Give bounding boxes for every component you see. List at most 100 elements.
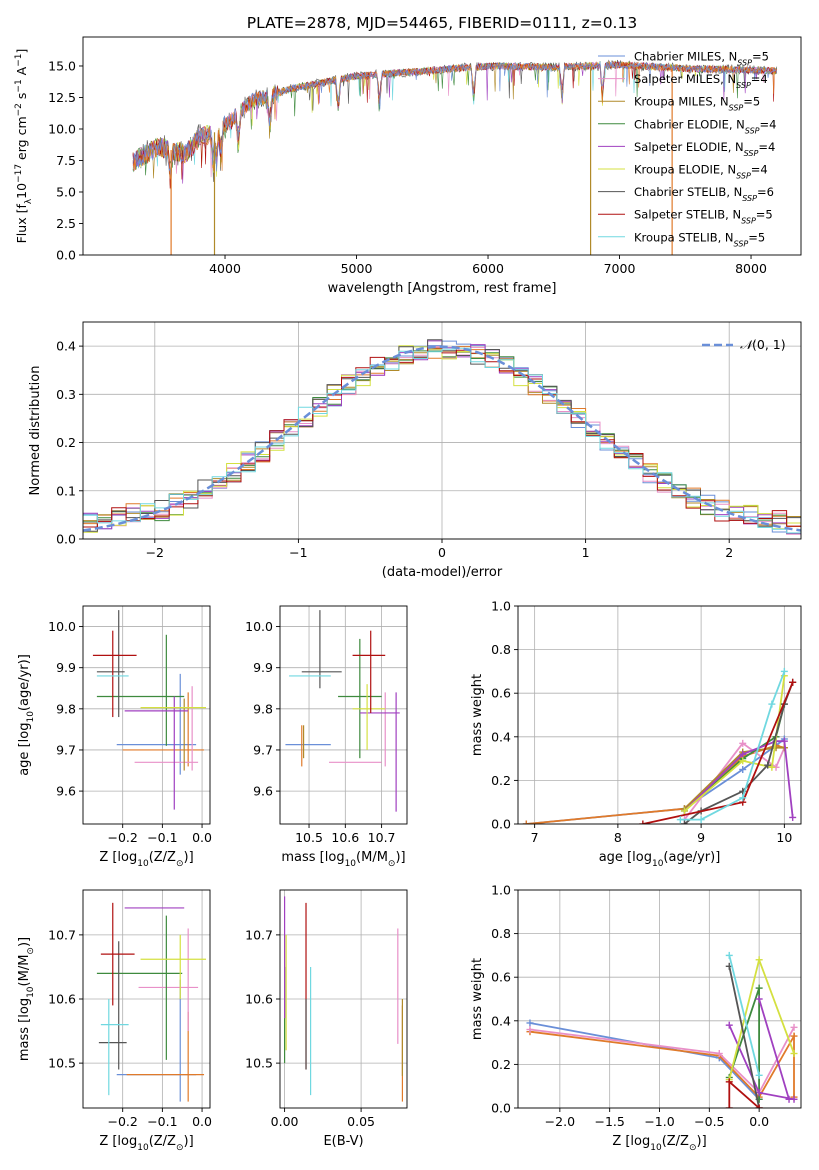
y-tick-label: 10.0 <box>48 121 76 136</box>
massweight-marker-c9 <box>725 951 733 959</box>
legend-label: Salpeter MILES, NSSP=4 <box>634 72 768 90</box>
y-tick-label: 9.7 <box>253 742 273 757</box>
y-tick-label: 9.9 <box>253 660 273 675</box>
age_vs_Z-x-label-part: 10 <box>137 859 149 869</box>
massweight-line-c7 <box>728 966 760 1108</box>
massweight-marker-c9 <box>780 667 788 675</box>
x-tick-label: 10.6 <box>331 830 359 845</box>
legend-label: Kroupa MILES, NSSP=5 <box>634 95 760 113</box>
age_vs_mass-x-label-part: )] <box>395 850 405 865</box>
massweight-marker-c6 <box>739 757 747 765</box>
spectrum-line-c0 <box>132 61 778 178</box>
data-layer <box>92 610 207 810</box>
x-tick-label: 1 <box>582 545 590 560</box>
y-tick-label: 9.6 <box>56 784 76 799</box>
panel-residuals: −2 −1 0 1 2 0.0 0.1 0.2 0.3 0.4 (data-model)/error… <box>28 321 802 580</box>
mass_vs_Z-y-label-part: mass [log <box>17 998 32 1061</box>
massweight_vs_age-x-label-part: (age/yr)] <box>663 850 720 865</box>
mass_vs_Z-x-label: Z [log10(Z/Z⊙)] <box>99 1134 193 1153</box>
y-tick-label: 0.4 <box>491 1013 511 1028</box>
data-layer <box>285 610 400 812</box>
data-layer <box>522 667 797 824</box>
y-tick-label: 0.4 <box>491 729 511 744</box>
legend-label: Salpeter STELIB, NSSP=5 <box>634 208 773 226</box>
y-tick-label: 2.5 <box>56 216 76 231</box>
massweight-line-c5 <box>758 998 790 1100</box>
residuals-legend: 𝒩(0, 1) <box>702 337 786 352</box>
panel-mass_vs_Z: −0.2 −0.1 0.010.510.610.7Z [log10(Z/Z⊙)]ma… <box>17 889 212 1153</box>
massweight-marker-c4 <box>755 984 763 992</box>
y-tick-label: 0.2 <box>56 435 76 450</box>
x-tick-label: −1 <box>289 545 307 560</box>
legend-label-part: Kroupa STELIB, N <box>634 230 734 244</box>
axes-layer: −0.2 −0.1 0.010.510.610.7Z [log10(Z/Z⊙)]ma… <box>17 889 212 1153</box>
legend-label-part: =5 <box>752 50 769 64</box>
y-tick-label: 9.6 <box>253 784 273 799</box>
massweight-line-c6 <box>728 956 795 1080</box>
x-tick-label: 0.0 <box>192 830 212 845</box>
y-tick-label: 0.2 <box>491 1057 511 1072</box>
age_vs_mass-x-label-part: mass [log <box>281 850 344 865</box>
massweight-marker-c2 <box>526 1026 534 1034</box>
massweight-marker-c5 <box>789 813 797 821</box>
data-layer <box>283 896 404 1102</box>
legend-label-part: Salpeter STELIB, N <box>634 208 741 222</box>
y-tick-label: 0.0 <box>491 1101 511 1116</box>
legend-label-normal: 𝒩(0, 1) <box>740 337 786 352</box>
age_vs_Z-x-label: Z [log10(Z/Z⊙)] <box>99 850 193 869</box>
legend-label: Chabrier MILES, NSSP=5 <box>634 50 769 68</box>
x-tick-label: −1.0 <box>644 1114 674 1129</box>
age_vs_Z-x-label-part: ⊙ <box>176 859 184 869</box>
data-layer <box>132 59 778 255</box>
spectrum-y-label-part: −2 <box>14 103 24 116</box>
legend-label-part: SSP <box>729 103 744 112</box>
y-tick-label: 0.1 <box>56 483 76 498</box>
x-tick-label: 0.00 <box>271 1114 299 1129</box>
x-tick-label: 10 <box>776 830 792 845</box>
massweight-marker-c8 <box>725 1078 733 1086</box>
axes-frame <box>279 605 408 825</box>
x-tick-label: 7000 <box>604 261 636 276</box>
legend-label: Chabrier ELODIE, NSSP=4 <box>634 117 776 135</box>
data-layer <box>526 951 798 1108</box>
massweight_vs_age-x-label-part: 10 <box>652 859 664 869</box>
panel-age_vs_mass: 10.5 10.6 10.7 9.6 9.7 9.8 9.9 10.0 mass [log10(… <box>245 605 408 869</box>
massweight_vs_Z-x-label-part: Z [log <box>612 1134 650 1149</box>
spectrum-y-label-part: −1 <box>14 54 24 67</box>
mass_vs_Z-y-label-part: 10 <box>26 986 36 998</box>
legend-label-part: Kroupa ELODIE, N <box>634 163 736 177</box>
massweight-marker-c0 <box>526 1019 534 1027</box>
legend-label-part: =5 <box>748 230 765 244</box>
y-tick-label: 1.0 <box>491 883 511 898</box>
axes-frame <box>517 605 802 825</box>
axes-layer: −2 −1 0 1 2 0.0 0.1 0.2 0.3 0.4 (data-model)/error… <box>28 321 802 580</box>
legend-label-part: Chabrier MILES, N <box>634 50 737 64</box>
y-tick-label: 0.8 <box>491 642 511 657</box>
y-tick-label: 10.5 <box>48 1056 76 1071</box>
x-tick-label: 10.5 <box>295 830 323 845</box>
legend-label-part: (0, 1) <box>752 337 786 352</box>
massweight-marker-c6 <box>680 807 688 815</box>
massweight_vs_Z-x-label-part: (Z/Z <box>662 1134 689 1149</box>
legend-label: Chabrier STELIB, NSSP=6 <box>634 185 774 203</box>
spectrum-line-c6 <box>132 61 778 177</box>
massweight-marker-c8 <box>755 1104 763 1108</box>
spectrum-y-label-part: ] <box>14 49 29 54</box>
massweight-marker-c5 <box>785 1095 793 1103</box>
y-tick-label: 0.6 <box>491 970 511 985</box>
massweight-marker-c8 <box>789 678 797 686</box>
age_vs_mass-x-label-part: 10 <box>345 859 357 869</box>
massweight_vs_Z-x-label-part: )] <box>697 1134 707 1149</box>
legend-label-part: Salpeter ELODIE, N <box>634 140 744 154</box>
legend-label-part: =4 <box>758 140 775 154</box>
massweight-marker-c6 <box>790 1050 798 1057</box>
histogram-c9 <box>83 347 801 536</box>
legend-label-part: Chabrier ELODIE, N <box>634 117 745 131</box>
age_vs_Z-y-label: age [log10(age/yr)] <box>17 654 36 776</box>
massweight-marker-c8 <box>639 820 647 824</box>
legend-label-part: Chabrier STELIB, N <box>634 185 742 199</box>
age_vs_Z-x-label-part: (Z/Z <box>149 850 176 865</box>
spectrum-y-label-part: λ <box>24 198 34 204</box>
